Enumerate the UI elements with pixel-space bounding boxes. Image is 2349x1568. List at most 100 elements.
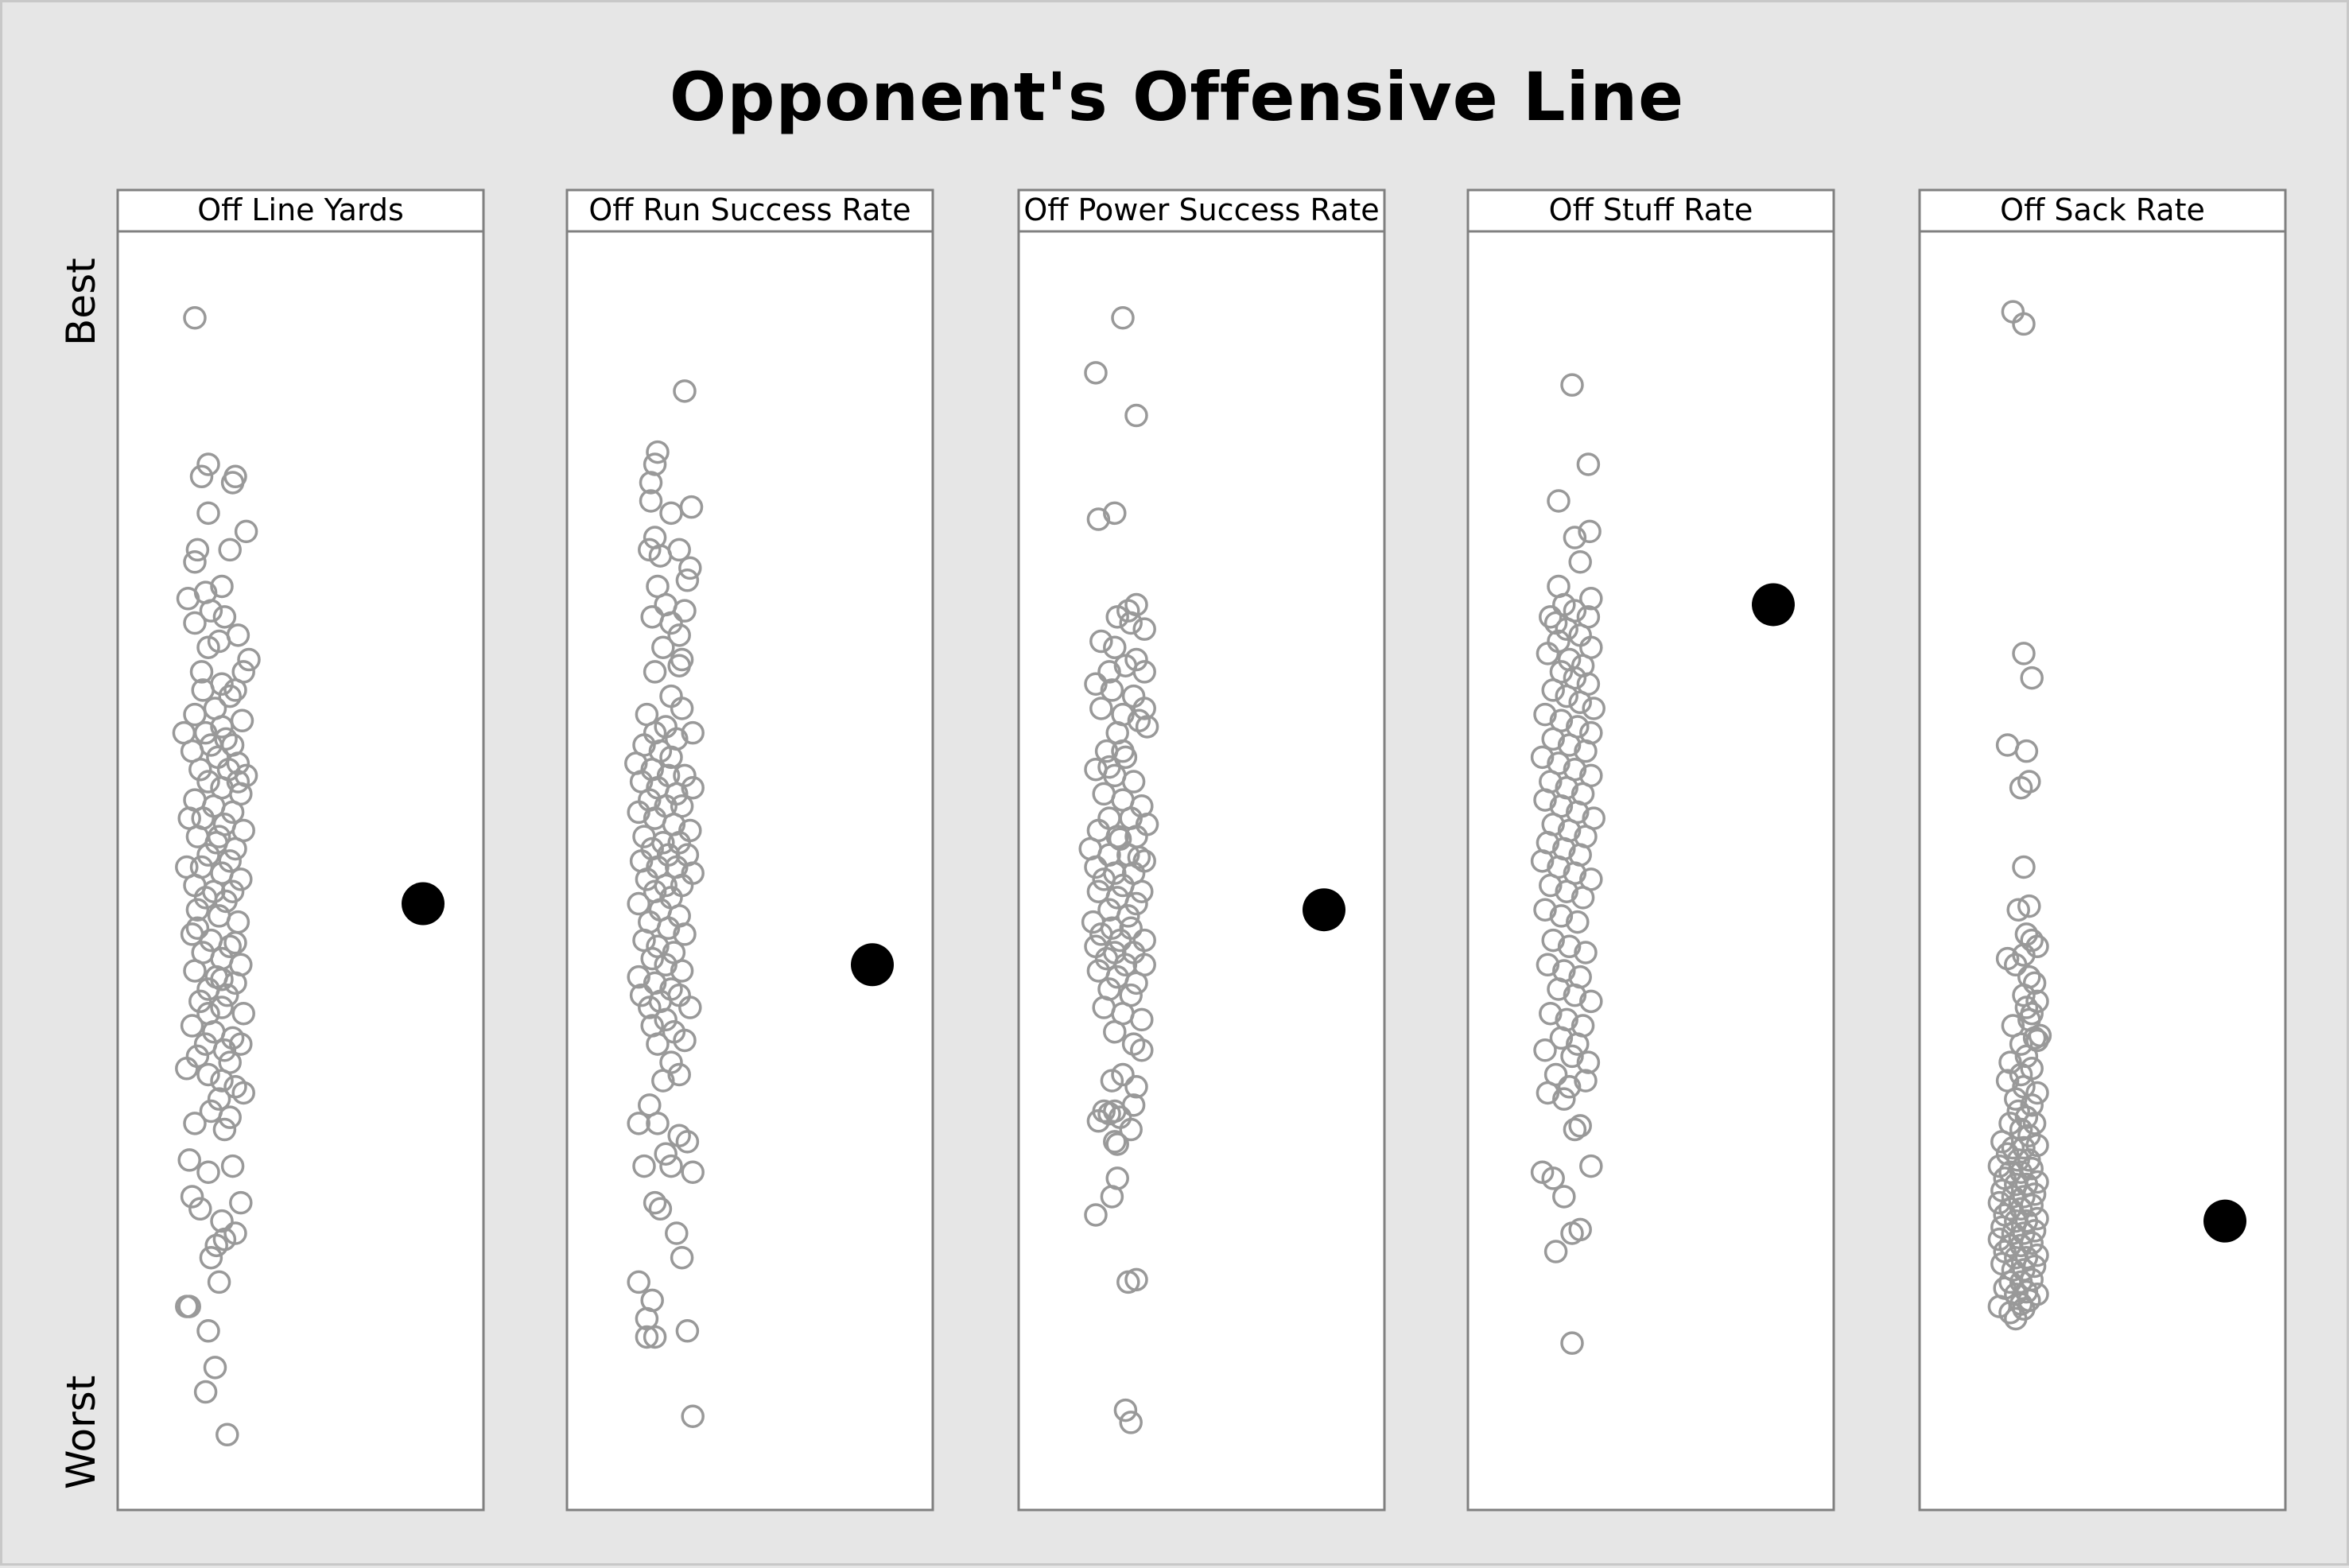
data-point — [215, 983, 239, 1007]
data-point — [188, 1197, 212, 1221]
data-point — [638, 996, 662, 1019]
data-point — [237, 647, 261, 672]
data-point — [2012, 1185, 2036, 1209]
data-point — [2025, 1243, 2049, 1267]
facet-label: Off Stuff Rate — [1549, 192, 1753, 227]
data-point — [218, 934, 242, 959]
highlight-point — [1752, 583, 1795, 627]
data-point — [177, 1148, 201, 1172]
data-point — [220, 471, 245, 495]
data-point — [1563, 983, 1587, 1007]
data-point — [1097, 755, 1121, 779]
data-point — [207, 825, 231, 848]
data-point — [1552, 1087, 1576, 1111]
data-point — [1539, 1001, 1563, 1026]
data-point — [196, 1001, 220, 1026]
data-point — [638, 538, 662, 562]
data-point — [667, 1062, 691, 1087]
facet-header — [1466, 188, 1835, 233]
data-point — [627, 800, 650, 825]
data-point — [210, 996, 234, 1019]
data-point — [188, 989, 212, 1014]
data-point — [1563, 1117, 1587, 1142]
facet-plot-area — [116, 230, 485, 1512]
data-point — [656, 916, 681, 940]
data-point — [1135, 715, 1159, 739]
data-point — [180, 1014, 204, 1038]
data-point — [678, 996, 702, 1019]
data-point — [2017, 894, 2041, 918]
data-point — [183, 702, 207, 727]
data-point — [185, 898, 210, 922]
facet-label: Off Sack Rate — [2000, 192, 2205, 227]
data-point — [1574, 739, 1598, 763]
data-point — [196, 1160, 220, 1184]
data-point — [1568, 690, 1592, 715]
data-point — [1579, 587, 1603, 611]
data-point — [1582, 697, 1605, 720]
data-point — [2022, 1219, 2047, 1243]
highlight-point — [402, 882, 445, 926]
data-point — [2020, 666, 2044, 690]
data-point — [632, 1154, 656, 1178]
data-point — [196, 1319, 220, 1343]
data-point — [673, 599, 697, 623]
data-point — [223, 836, 247, 861]
data-point — [1089, 629, 1113, 654]
data-point — [207, 1270, 231, 1294]
facet-panel: Off Power Success Rate — [1017, 188, 1386, 1512]
data-point — [212, 605, 237, 629]
data-point — [229, 1032, 253, 1056]
data-point — [627, 1112, 650, 1135]
data-point — [675, 1319, 700, 1343]
data-point — [226, 770, 250, 794]
data-point — [231, 1081, 255, 1105]
data-point — [2012, 642, 2036, 666]
data-point — [667, 538, 691, 562]
data-point — [189, 660, 214, 684]
data-point — [1103, 1130, 1127, 1154]
data-point — [180, 1185, 204, 1209]
data-point — [2022, 1182, 2047, 1206]
data-point — [1566, 910, 1590, 934]
data-point — [1127, 845, 1151, 869]
data-point — [670, 1245, 694, 1270]
data-point — [207, 629, 231, 654]
data-point — [199, 599, 223, 623]
data-point — [218, 1105, 242, 1129]
data-point — [199, 1245, 223, 1270]
data-point — [1111, 306, 1135, 330]
data-point — [1579, 989, 1603, 1014]
data-point — [1130, 1007, 1154, 1032]
data-point — [651, 635, 675, 659]
data-point — [189, 464, 214, 489]
data-point — [2022, 1112, 2047, 1135]
data-point — [1557, 1075, 1582, 1099]
data-point — [210, 574, 234, 599]
data-point — [185, 538, 210, 562]
data-point — [1560, 373, 1584, 397]
data-point — [1536, 1081, 1560, 1105]
data-point — [665, 1221, 689, 1245]
facet-header — [565, 188, 934, 233]
data-point — [681, 1404, 705, 1428]
facet-header — [116, 188, 485, 233]
data-point — [1105, 605, 1129, 629]
data-point — [1574, 1069, 1598, 1093]
data-point — [1132, 697, 1156, 720]
data-point — [2009, 1062, 2033, 1087]
data-point — [212, 1227, 237, 1252]
data-point — [191, 678, 215, 702]
data-point — [183, 550, 207, 574]
data-point — [223, 930, 247, 955]
data-point — [673, 922, 697, 946]
data-point — [627, 1270, 650, 1294]
data-point — [2004, 1087, 2028, 1111]
data-point — [1103, 501, 1127, 526]
data-point — [203, 1356, 227, 1380]
data-point — [1100, 1069, 1124, 1093]
data-point — [223, 678, 247, 702]
highlight-point — [851, 943, 894, 987]
